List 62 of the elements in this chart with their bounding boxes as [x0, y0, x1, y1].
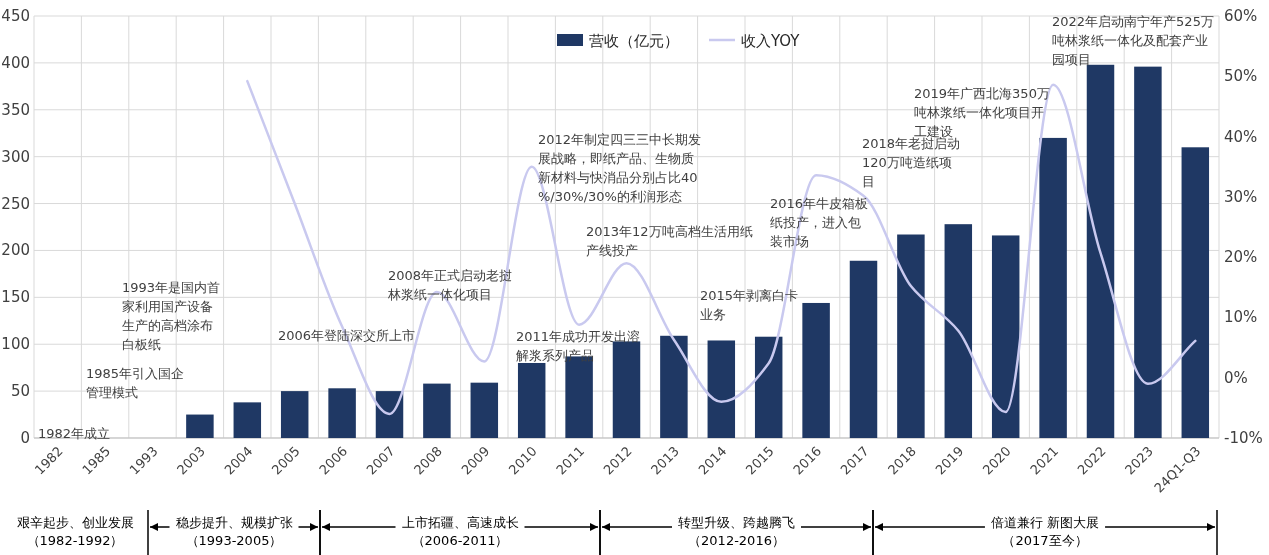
- y2-tick-label: 0%: [1224, 368, 1248, 387]
- y2-tick-label: 60%: [1224, 7, 1258, 25]
- annotation: 1985年引入国企管理模式: [86, 366, 185, 400]
- bar: [660, 335, 688, 438]
- annotation: 2015年剥离白卡业务: [700, 288, 799, 322]
- bar: [1039, 137, 1067, 438]
- text: 倍道兼行 新图大展: [990, 515, 1100, 530]
- text: （2017至今）: [1002, 533, 1088, 548]
- bar: [707, 340, 736, 438]
- bar: [280, 391, 309, 438]
- y2-tick-label: -10%: [1224, 429, 1263, 447]
- y2-tick-label: 10%: [1224, 308, 1258, 327]
- y-tick-label: 350: [1, 100, 30, 119]
- y2-tick-label: 20%: [1224, 248, 1258, 267]
- bar: [328, 388, 356, 438]
- bar: [897, 234, 925, 438]
- bar: [423, 383, 451, 438]
- legend-label: 营收（亿元）: [589, 32, 679, 50]
- annotation: 1982年成立: [38, 426, 111, 441]
- annotation: 1993年是国内首家利用国产设备生产的高档涂布白板纸: [122, 280, 221, 352]
- bar: [233, 402, 262, 438]
- bar: [517, 362, 546, 438]
- y-tick-label: 150: [1, 288, 30, 307]
- y-tick-label: 250: [1, 194, 30, 213]
- bar: [470, 382, 499, 438]
- y-tick-label: 0: [20, 429, 30, 447]
- text: （1982-1992）: [26, 533, 124, 548]
- bar: [754, 336, 783, 438]
- bar: [802, 302, 830, 438]
- y2-tick-label: 30%: [1224, 187, 1258, 206]
- text: （2012-2016）: [688, 533, 785, 548]
- bar: [944, 224, 973, 438]
- legend-label: 收入YOY: [741, 32, 801, 50]
- y-tick-label: 400: [1, 53, 30, 72]
- annotation: 2012年制定四三三中长期发展战略，即纸产品、生物质新材料与快消品分别占比40%/30%/30%的利润形态: [538, 132, 702, 204]
- bar: [991, 235, 1020, 438]
- text: （1993-2005）: [185, 533, 283, 548]
- annotation: 2013年12万吨高档生活用纸产线投产: [586, 224, 753, 258]
- bar: [612, 341, 641, 438]
- y2-tick-label: 50%: [1224, 67, 1258, 86]
- text: 转型升级、跨越腾飞: [678, 515, 795, 530]
- y-tick-label: 450: [1, 7, 30, 25]
- y-tick-label: 50: [10, 382, 30, 401]
- y-tick-label: 200: [1, 241, 30, 260]
- text: （2006-2011）: [411, 533, 509, 548]
- bar: [186, 414, 214, 438]
- text: 稳步提升、规模扩张: [175, 515, 293, 530]
- annotation: 2016年牛皮箱板纸投产，进入包装市场: [770, 196, 869, 249]
- bar: [849, 260, 878, 438]
- bar: [1181, 147, 1210, 438]
- y-tick-label: 300: [1, 147, 30, 166]
- y2-tick-label: 40%: [1224, 127, 1258, 146]
- y-tick-label: 100: [1, 335, 30, 354]
- annotation: 2006年登陆深交所上市: [278, 328, 416, 343]
- bar: [1086, 64, 1115, 438]
- annotation: 2018年老挝启动120万吨造纸项目: [862, 136, 961, 189]
- annotation: 2022年启动南宁年产525万吨林浆纸一体化及配套产业园项目: [1052, 14, 1214, 67]
- bar: [375, 391, 404, 438]
- annotation: 2008年正式启动老挝林浆纸一体化项目: [387, 268, 513, 302]
- text: 上市拓疆、高速成长: [401, 515, 519, 530]
- text: 艰辛起步、创业发展: [16, 515, 134, 530]
- bar: [1134, 66, 1162, 438]
